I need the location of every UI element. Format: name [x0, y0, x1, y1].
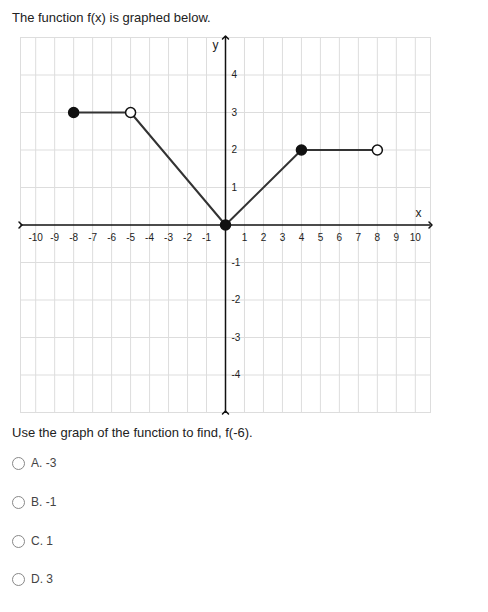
svg-text:3: 3 — [280, 232, 286, 243]
svg-text:-8: -8 — [69, 232, 78, 243]
html-text:A. -3: A. -3 — [31, 456, 57, 470]
svg-text:-9: -9 — [50, 232, 59, 243]
svg-text:y: y — [213, 38, 219, 52]
svg-text:6: 6 — [337, 232, 343, 243]
svg-text:9: 9 — [394, 232, 400, 243]
html-text:B. -1: B. -1 — [31, 495, 57, 509]
svg-text:-7: -7 — [88, 232, 97, 243]
svg-text:-3: -3 — [164, 232, 173, 243]
svg-text:7: 7 — [356, 232, 362, 243]
svg-text:4: 4 — [232, 69, 238, 80]
svg-text:-3: -3 — [232, 332, 241, 343]
svg-text:-2: -2 — [183, 232, 192, 243]
svg-text:-4: -4 — [145, 232, 154, 243]
svg-text:2: 2 — [261, 232, 267, 243]
svg-text:1: 1 — [232, 182, 238, 193]
svg-text:-10: -10 — [28, 232, 43, 243]
html-text:C. 1: C. 1 — [31, 534, 53, 548]
svg-text:10: 10 — [410, 232, 422, 243]
svg-text:5: 5 — [318, 232, 324, 243]
svg-text:-6: -6 — [107, 232, 116, 243]
svg-text:8: 8 — [375, 232, 381, 243]
html-text:The function f(x) is graphed b: The function f(x) is graphed below. — [12, 10, 211, 25]
html-text:D. 3: D. 3 — [31, 572, 53, 586]
svg-text:2: 2 — [232, 144, 238, 155]
svg-text:1: 1 — [242, 232, 248, 243]
svg-text:x: x — [416, 206, 422, 220]
html-text:Use the graph of the function: Use the graph of the function to find, f… — [12, 425, 253, 440]
svg-text:-1: -1 — [202, 232, 211, 243]
svg-text:-1: -1 — [232, 257, 241, 268]
svg-text:-5: -5 — [126, 232, 135, 243]
svg-text:-4: -4 — [232, 369, 241, 380]
svg-text:-2: -2 — [232, 294, 241, 305]
svg-text:3: 3 — [232, 107, 238, 118]
svg-text:4: 4 — [299, 232, 305, 243]
